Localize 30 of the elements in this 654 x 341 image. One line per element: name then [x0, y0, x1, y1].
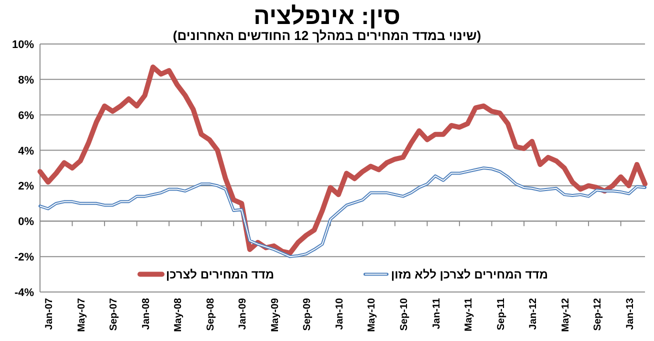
- ytick: 10%: [12, 39, 34, 51]
- xtick: Jan-09: [238, 298, 249, 330]
- subtitle: (שינוי במדד המחירים במהלך 12 החודשים האחרונים): [172, 28, 482, 43]
- xtick: Jan-07: [44, 298, 56, 330]
- xtick: Jan-11: [431, 298, 442, 330]
- xtick: Jan-13: [624, 298, 636, 330]
- xtick: Sep-11: [496, 298, 507, 330]
- xtick: Jan-08: [140, 298, 152, 330]
- xtick: Jan-12: [528, 298, 540, 330]
- ytick: 8%: [18, 74, 34, 86]
- xtick: May-10: [366, 298, 378, 332]
- ytick: 2%: [18, 180, 34, 193]
- ytick: -4%: [14, 287, 34, 299]
- xtick: Sep-12: [592, 298, 604, 331]
- xtick: May-12: [560, 298, 572, 332]
- xtick: Sep-07: [108, 298, 120, 331]
- ytick: 0%: [18, 216, 34, 228]
- xtick: May-08: [173, 298, 184, 332]
- ytick: 4%: [18, 145, 34, 158]
- xtick: May-09: [270, 298, 281, 332]
- xtick: Jan-10: [334, 298, 346, 330]
- xtick: May-07: [76, 298, 88, 332]
- xtick: May-11: [464, 298, 475, 332]
- ytick: -2%: [14, 252, 34, 264]
- xtick: Sep-10: [399, 298, 410, 331]
- title: סין: אינפלציה: [254, 3, 400, 30]
- xtick: Sep-09: [302, 298, 314, 331]
- ytick: 6%: [18, 110, 34, 122]
- legend-label: מדד המחירים לצרכן: [166, 267, 274, 282]
- xtick: Sep-08: [205, 298, 216, 331]
